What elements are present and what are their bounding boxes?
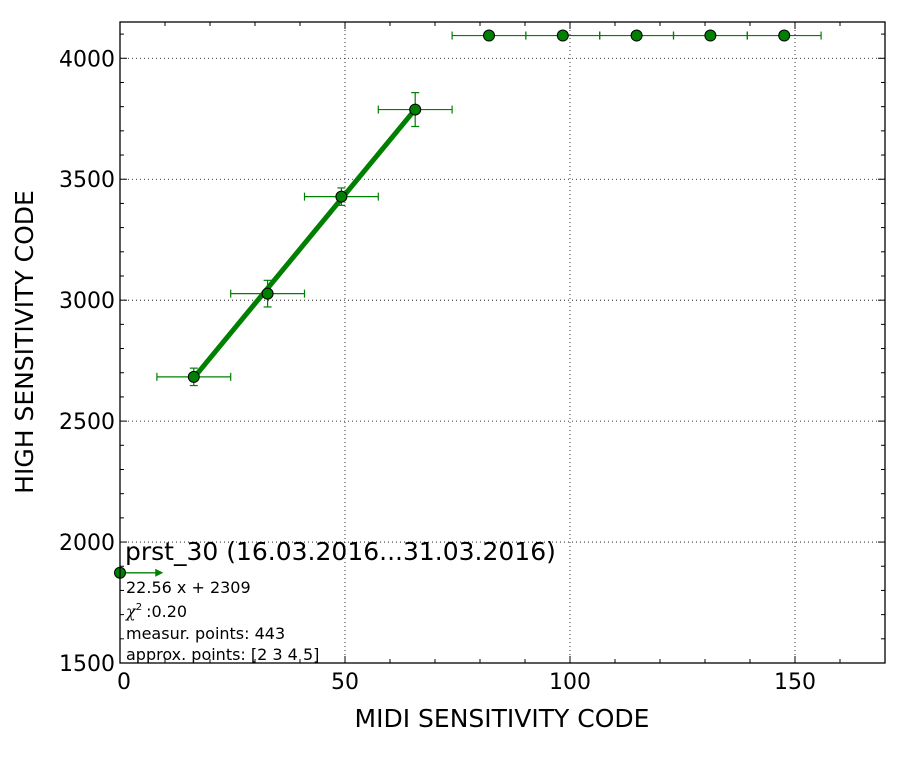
- data-point-marker: [704, 29, 717, 42]
- chi2-symbol: χ: [125, 602, 137, 621]
- y-tick-label: 4000: [59, 47, 115, 72]
- chi2-superscript: 2: [136, 602, 142, 613]
- x-tick-label: 0: [117, 670, 131, 695]
- annotation-box: prst_30 (16.03.2016...31.03.2016) 22.56 …: [125, 537, 556, 664]
- data-point-marker: [556, 29, 569, 42]
- data-point-marker: [630, 29, 643, 42]
- axis-ticks: [119, 22, 885, 664]
- data-point-marker: [261, 287, 274, 300]
- y-axis-title: HIGH SENSITIVITY CODE: [10, 190, 39, 494]
- gridlines: [120, 22, 885, 663]
- annotation-approx-points: approx. points: [2 3 4 5]: [126, 645, 319, 664]
- fit-line: [191, 107, 418, 380]
- y-tick-label: 3000: [59, 289, 115, 314]
- x-tick-label: 100: [549, 670, 591, 695]
- plot-frame: [119, 21, 886, 664]
- x-tick-label: 150: [774, 670, 816, 695]
- annotation-fit-equation: 22.56 x + 2309: [126, 578, 251, 597]
- data-point-marker: [778, 29, 791, 42]
- y-tick-label: 2500: [59, 410, 115, 435]
- error-bars: [120, 31, 822, 577]
- data-point-marker: [187, 370, 200, 383]
- data-point-marker: [409, 103, 422, 116]
- x-error-arrowhead: [155, 568, 164, 577]
- x-tick-label: 50: [331, 670, 359, 695]
- x-axis-title: MIDI SENSITIVITY CODE: [355, 704, 650, 733]
- data-point-marker: [335, 190, 348, 203]
- chi2-value: :0.20: [146, 602, 187, 621]
- y-tick-label: 2000: [59, 531, 115, 556]
- annotation-title: prst_30 (16.03.2016...31.03.2016): [125, 537, 556, 566]
- fit-line-group: [191, 107, 418, 380]
- y-tick-label: 1500: [59, 652, 115, 677]
- annotation-measured-points: measur. points: 443: [126, 624, 285, 643]
- data-point-marker: [483, 29, 495, 42]
- tick-labels: 0 50 100 150 1500 2000 2500 3000 3500 4000: [59, 47, 816, 695]
- y-tick-label: 3500: [59, 168, 115, 193]
- annotation-chi2: χ2 :0.20: [125, 602, 187, 621]
